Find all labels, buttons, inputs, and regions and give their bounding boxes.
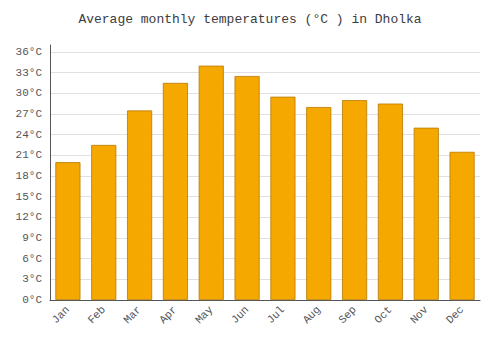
svg-text:Sep: Sep [336,304,358,326]
svg-text:May: May [193,303,216,326]
svg-text:18°C: 18°C [16,170,43,182]
svg-text:0°C: 0°C [22,294,42,306]
svg-text:Oct: Oct [372,304,394,326]
svg-text:27°C: 27°C [16,108,43,120]
svg-text:3°C: 3°C [22,273,42,285]
svg-text:9°C: 9°C [22,232,42,244]
svg-text:36°C: 36°C [16,46,43,58]
svg-text:Nov: Nov [408,303,431,326]
svg-text:21°C: 21°C [16,149,43,161]
svg-text:30°C: 30°C [16,87,43,99]
svg-text:24°C: 24°C [16,129,43,141]
svg-text:Mar: Mar [121,304,143,326]
svg-text:Average monthly temperatures (: Average monthly temperatures (°C ) in Dh… [78,12,421,27]
svg-text:12°C: 12°C [16,211,43,223]
svg-text:Aug: Aug [301,304,323,326]
svg-text:Dec: Dec [444,304,466,326]
svg-text:15°C: 15°C [16,191,43,203]
svg-text:6°C: 6°C [22,253,42,265]
svg-text:Jan: Jan [50,304,72,326]
svg-text:Jun: Jun [229,304,251,326]
svg-text:Jul: Jul [265,304,287,326]
svg-text:Feb: Feb [86,304,108,326]
svg-text:Apr: Apr [157,304,179,326]
svg-text:33°C: 33°C [16,67,43,79]
